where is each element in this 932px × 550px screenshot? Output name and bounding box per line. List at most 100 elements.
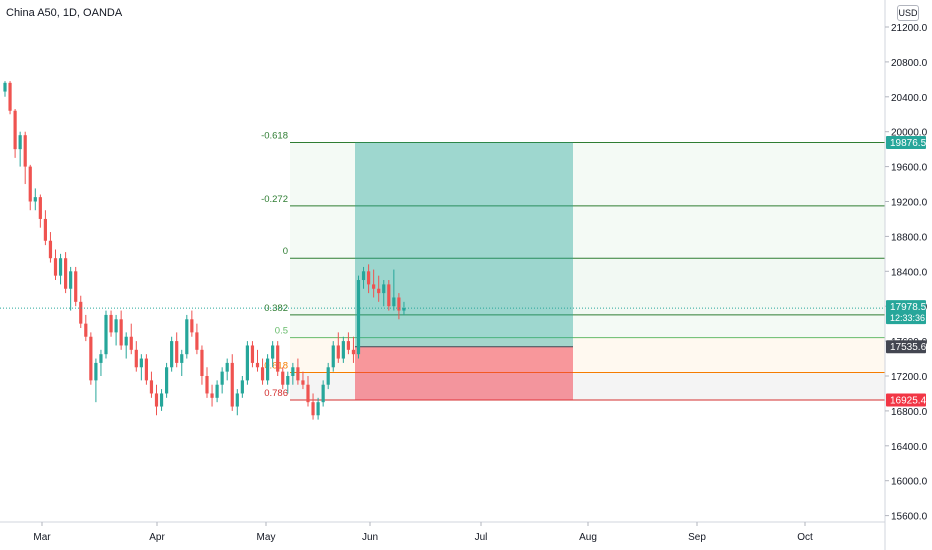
candle-body [200, 349, 204, 376]
y-tick-label: 19200.0 [891, 198, 928, 209]
candle-body [397, 297, 401, 311]
x-tick-label: May [257, 532, 276, 543]
candle-body [129, 336, 133, 350]
candle-body [159, 393, 164, 407]
fib-level-label: 0 [283, 246, 288, 257]
candle-body [271, 345, 275, 359]
candle-body [372, 284, 376, 289]
price-tag [886, 300, 926, 325]
candle-body [144, 358, 148, 381]
candle-body [286, 376, 290, 385]
candle-body [215, 384, 219, 398]
y-tick-label: 18800.0 [891, 232, 928, 243]
fib-level-label: 0.786 [264, 388, 288, 399]
candle-body [134, 349, 138, 368]
candle-body [3, 82, 7, 92]
y-tick-label: 15600.0 [891, 512, 928, 523]
candle-body [53, 258, 58, 276]
candle-body [245, 345, 249, 381]
candle-body [351, 349, 356, 355]
candle-body [58, 258, 63, 276]
candle-body [43, 218, 47, 241]
fib-level-label: -0.618 [261, 130, 288, 141]
candle-body [8, 82, 12, 111]
candle-body [13, 110, 17, 150]
x-tick-label: Oct [797, 532, 813, 543]
candle-body [301, 380, 305, 385]
price-tag-label: 19876.5 [890, 138, 927, 149]
candle-body [387, 284, 391, 307]
candle-body [69, 271, 73, 289]
x-tick-label: Apr [149, 532, 165, 543]
x-tick-label: Jul [475, 532, 488, 543]
fib-level-label: -0.272 [261, 194, 288, 205]
candle-body [18, 135, 22, 150]
currency-badge[interactable]: USD [897, 5, 919, 21]
candle-body [321, 384, 325, 403]
stop-zone [355, 346, 573, 400]
candle-body [260, 367, 265, 381]
candle-body [139, 358, 143, 368]
fib-level-label: 0.5 [275, 326, 288, 337]
candle-body [38, 197, 42, 219]
target-zone [355, 142, 573, 347]
long-position-tool[interactable] [355, 142, 573, 400]
candle-body [28, 166, 32, 202]
candle-body [266, 358, 270, 381]
candle-body [74, 271, 78, 302]
candle-body [175, 341, 179, 363]
candle-body [240, 380, 244, 394]
price-tag [886, 393, 926, 407]
candle-body [104, 314, 108, 355]
candle-body [84, 323, 88, 337]
candle-body [326, 367, 330, 385]
candle-body [220, 371, 224, 385]
x-tick-label: Jun [362, 532, 378, 543]
candle-body [185, 319, 189, 355]
candle-body [124, 336, 128, 346]
candle-body [341, 341, 345, 359]
symbol-title[interactable]: China A50, 1D, OANDA [6, 7, 123, 19]
x-tick-label: Aug [579, 532, 597, 543]
y-tick-label: 20400.0 [891, 93, 928, 104]
y-tick-label: 18400.0 [891, 267, 928, 278]
candle-body [210, 393, 214, 398]
candle-body [205, 376, 209, 394]
candle-body [195, 332, 199, 350]
candle-body [64, 258, 68, 289]
candle-body [109, 314, 113, 333]
y-tick-label: 20800.0 [891, 58, 928, 69]
candles [0, 81, 885, 420]
price-tags: 19876.5 17978.512:33:36 17535.6 16925.4 [886, 135, 927, 407]
y-tick-label: 21200.0 [891, 23, 928, 34]
candle-body [306, 384, 310, 403]
price-tag-label: 16925.4 [890, 395, 927, 406]
y-tick-label: 16400.0 [891, 442, 928, 453]
candle-body [316, 402, 320, 416]
candle-body [331, 345, 335, 368]
candle-body [154, 393, 159, 407]
price-tag [886, 340, 926, 354]
candle-body [356, 280, 361, 355]
y-tick-label: 17200.0 [891, 372, 928, 383]
candle-body [361, 271, 366, 281]
price-tag-label: 17535.6 [890, 342, 927, 353]
candle-body [402, 308, 406, 311]
candle-body [89, 336, 93, 381]
candle-body [336, 345, 340, 359]
candle-body [99, 354, 103, 363]
candle-body [367, 271, 371, 285]
x-tick-label: Mar [33, 532, 51, 543]
candle-body [392, 297, 396, 307]
candle-body [170, 341, 174, 368]
candle-body [311, 402, 315, 416]
candle-body [291, 367, 295, 376]
y-tick-label: 19600.0 [891, 163, 928, 174]
candle-body [382, 284, 386, 294]
price-tag [886, 135, 926, 149]
candle-body [250, 345, 255, 363]
y-tick-label: 16000.0 [891, 477, 928, 488]
candle-body [296, 367, 300, 381]
